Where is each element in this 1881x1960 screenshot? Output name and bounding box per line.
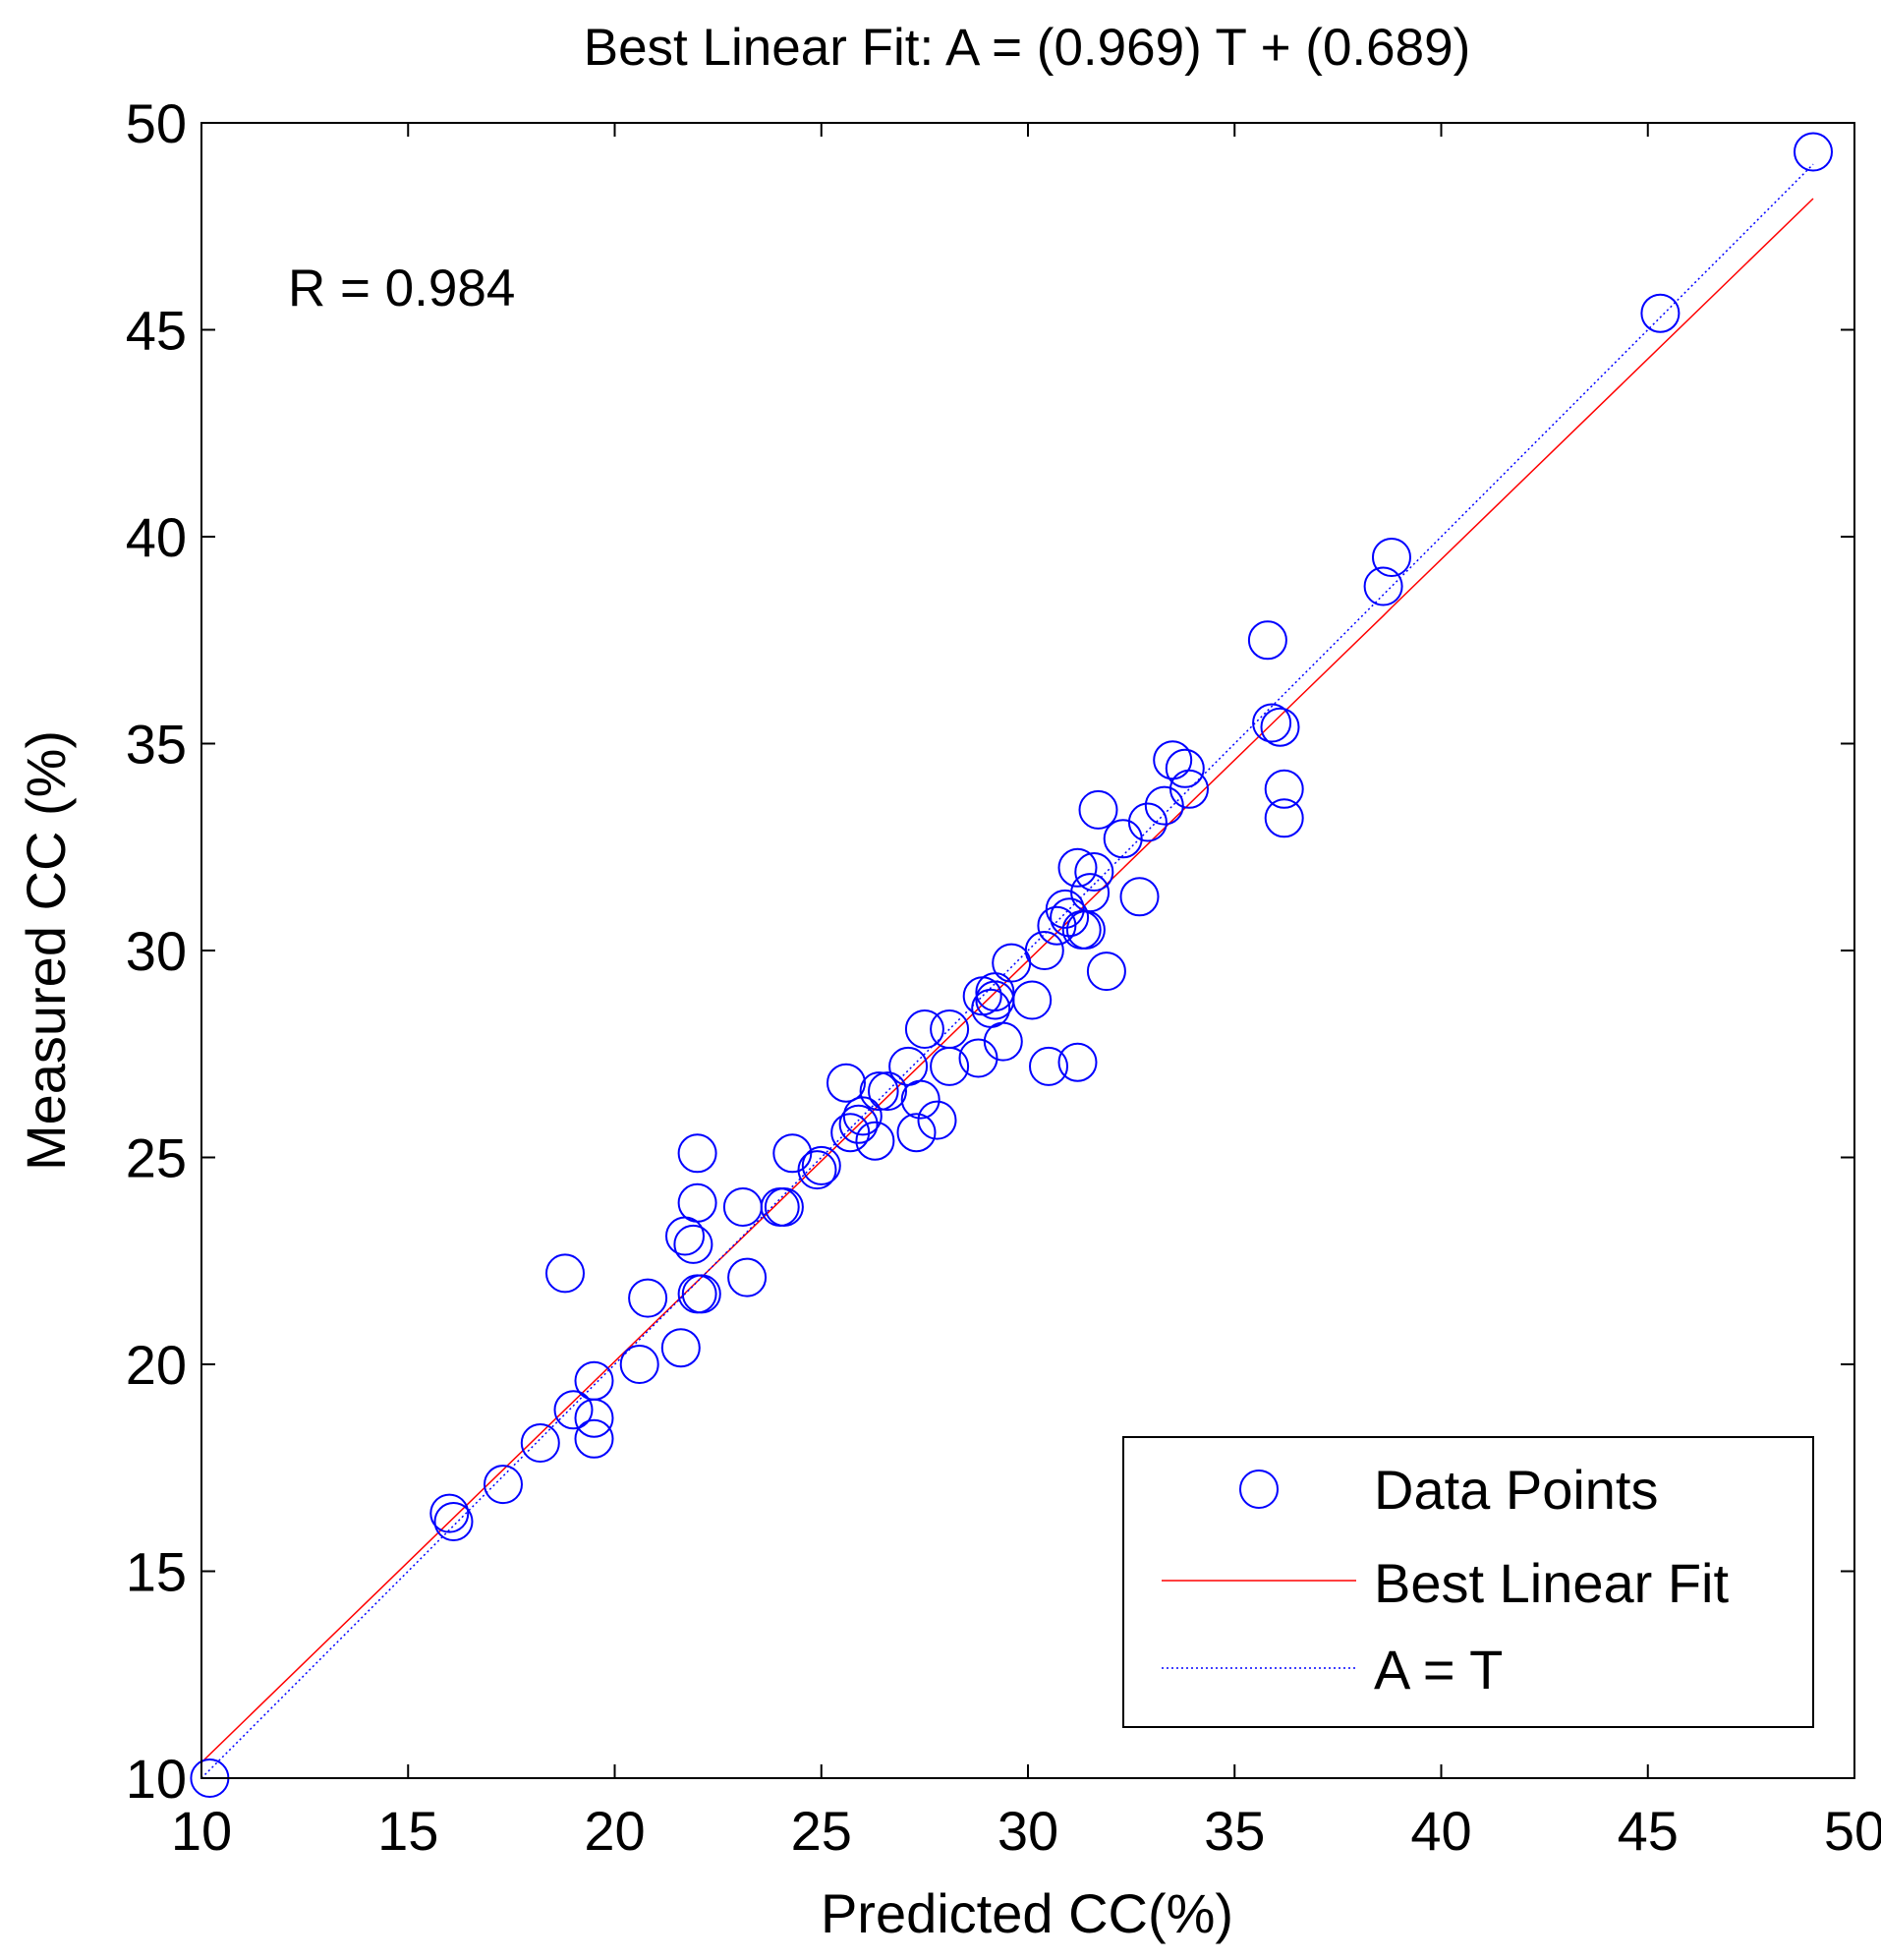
y-tick-label: 30 [126,920,187,982]
data-point [859,1071,899,1112]
y-tick-label: 50 [126,92,187,154]
data-point [484,1465,523,1505]
x-tick-label: 15 [377,1800,438,1862]
y-tick-label: 45 [126,300,187,362]
data-point [1057,1042,1098,1082]
data-point [958,1038,998,1078]
data-point [1119,877,1160,917]
data-point [1074,852,1114,892]
data-point [1029,1046,1068,1086]
data-point [797,1150,837,1190]
legend-label-data-points: Data Points [1374,1459,1659,1521]
data-point [842,1096,883,1136]
data-point [1165,748,1205,788]
y-tick-label: 15 [126,1541,187,1603]
x-tick-label: 20 [584,1800,645,1862]
y-tick-label: 35 [126,714,187,776]
data-point [1252,703,1292,743]
identity-line [200,163,1814,1779]
data-point [917,1100,957,1140]
data-point [1260,707,1300,747]
data-point [983,1021,1023,1062]
data-point [1078,789,1118,830]
data-point [1372,538,1411,577]
x-tick-label: 40 [1410,1800,1471,1862]
data-point [801,1145,841,1185]
data-point [1264,798,1304,838]
data-point [677,1182,717,1223]
best-fit-line [200,198,1814,1763]
data-point [1070,873,1111,913]
data-point [1247,620,1287,661]
data-point [930,1046,970,1086]
data-point [660,1328,701,1368]
data-point [1169,769,1209,809]
data-point [1045,889,1085,929]
data-point [1794,132,1833,172]
data-point [628,1278,668,1318]
data-point [574,1418,614,1459]
data-point [1640,293,1681,333]
r-annotation: R = 0.984 [288,259,515,317]
series-layer [190,132,1833,1798]
x-tick-label: 35 [1204,1800,1265,1862]
data-point [619,1345,659,1384]
data-point [727,1257,768,1297]
legend-box [1122,1436,1814,1728]
data-point [673,1224,713,1264]
x-tick-label: 30 [998,1800,1058,1862]
data-point [1024,931,1064,970]
data-point [545,1253,585,1294]
data-point [520,1423,560,1463]
data-point [764,1187,804,1227]
data-point [553,1390,594,1430]
data-point [429,1493,470,1533]
chart-title: Best Linear Fit: A = (0.969) T + (0.689) [584,19,1471,77]
x-tick-label: 10 [171,1800,232,1862]
data-point [677,1133,717,1174]
data-point [1012,980,1053,1020]
data-point [1086,951,1126,992]
data-point [1363,566,1403,606]
data-point [904,1009,944,1049]
tick-layer: 10 15 20 25 30 35 40 45 50 10 15 20 25 30 35 40 45 50 [126,92,1881,1862]
data-point [855,1121,895,1161]
legend-label-best-linear-fit: Best Linear Fit [1374,1552,1729,1614]
data-point [681,1274,721,1314]
y-axis-label: Measured CC (%) [15,730,77,1171]
data-point [826,1063,866,1103]
y-tick-label: 10 [126,1748,187,1810]
data-point [1127,802,1168,842]
data-point [1144,785,1184,826]
x-axis-label: Predicted CC(%) [821,1882,1233,1944]
data-point [838,1104,879,1144]
x-tick-label: 50 [1824,1800,1881,1862]
data-point [1103,819,1143,859]
y-tick-label: 25 [126,1127,187,1189]
data-point [900,1079,940,1120]
data-point [868,1071,907,1112]
data-point [772,1133,813,1174]
data-point [433,1502,474,1541]
y-tick-label: 40 [126,506,187,568]
data-point [1264,769,1304,809]
data-point [830,1113,871,1153]
legend: Data Points Best Linear Fit A = T [1122,1436,1814,1728]
data-point [896,1113,937,1153]
data-point [1050,897,1090,938]
legend-label-a-equals-t: A = T [1374,1639,1503,1701]
y-tick-label: 20 [126,1334,187,1396]
x-tick-label: 25 [791,1800,852,1862]
x-tick-label: 45 [1618,1800,1679,1862]
data-point [1057,847,1098,888]
legend-marker-data-points [1239,1470,1279,1509]
data-point [574,1398,614,1438]
